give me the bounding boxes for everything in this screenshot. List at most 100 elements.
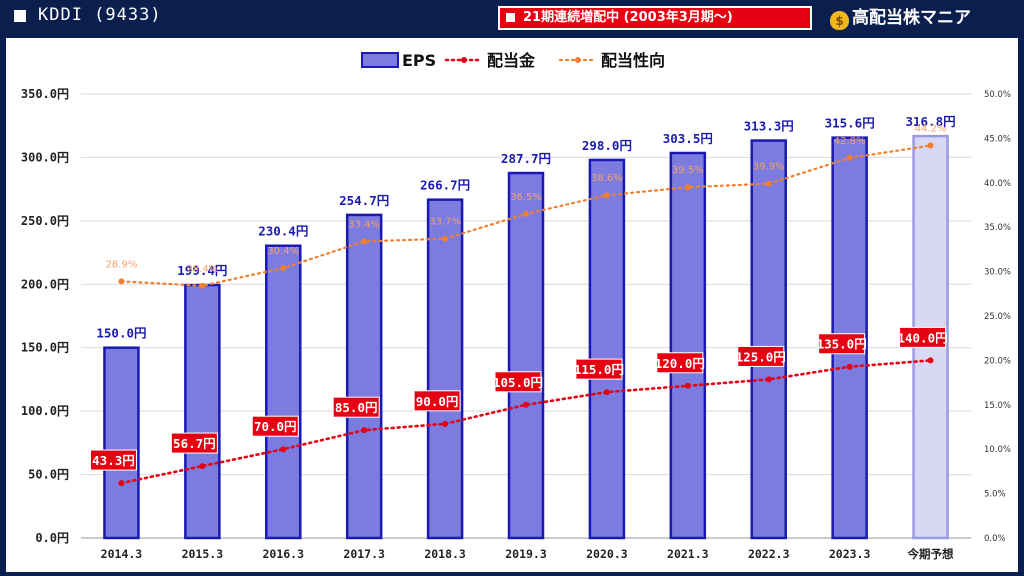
title-square-icon: [14, 10, 26, 22]
dividend-value-label: 90.0円: [416, 394, 459, 409]
dividend-point: [765, 376, 772, 383]
dividend-badge: [251, 415, 299, 437]
dividend-value-label: 43.3円: [92, 453, 135, 468]
payout-ratio-point: [846, 154, 853, 161]
y2-tick-label: 40.0%: [984, 179, 1011, 189]
payout-ratio-label: 33.4%: [348, 219, 380, 230]
dividend-value-label: 125.0円: [736, 349, 786, 364]
dividend-badge: [332, 396, 380, 418]
payout-ratio-label: 42.8%: [834, 136, 866, 147]
eps-bar: [507, 171, 545, 540]
y2-tick-label: 25.0%: [984, 312, 1011, 322]
eps-bar: [345, 213, 383, 540]
y2-tick-label: 10.0%: [984, 445, 1011, 455]
dividend-value-label: 115.0円: [574, 362, 624, 377]
dividend-badge: [170, 432, 218, 454]
dividend-point: [199, 463, 206, 470]
y-tick-label: 350.0円: [21, 87, 69, 101]
y2-tick-label: 30.0%: [984, 268, 1011, 278]
dividend-badge: [656, 352, 704, 374]
payout-ratio-label: 44.2%: [915, 124, 947, 135]
dividend-badge: [413, 390, 461, 412]
x-tick-label: 2022.3: [748, 547, 790, 561]
payout-ratio-label: 38.6%: [591, 173, 623, 184]
streak-text: 21期連続増配中 (2003年3月期～): [523, 10, 733, 25]
dividend-badge: [494, 371, 542, 393]
payout-ratio-label: 39.9%: [753, 162, 785, 173]
payout-ratio-label: 30.4%: [267, 246, 299, 257]
eps-value-label: 150.0円: [96, 326, 146, 341]
dividend-point: [927, 357, 934, 364]
payout-ratio-label: 36.5%: [510, 192, 542, 203]
x-tick-label: 今期予想: [907, 547, 954, 561]
dividend-value-label: 135.0円: [817, 337, 867, 352]
brand-name: 高配当株マニア: [852, 8, 971, 28]
dividend-value-label: 140.0円: [897, 330, 947, 345]
dividend-value-label: 120.0円: [655, 356, 705, 371]
payout-ratio-label: 28.9%: [106, 259, 138, 270]
x-tick-label: 2015.3: [182, 547, 224, 561]
legend-eps-swatch: [361, 52, 399, 68]
dividend-value-label: 105.0円: [493, 375, 543, 390]
x-tick-label: 2018.3: [424, 547, 466, 561]
x-tick-label: 2020.3: [586, 547, 628, 561]
money-bag-icon: $: [830, 11, 849, 30]
x-tick-label: 2021.3: [667, 547, 709, 561]
y-tick-label: 300.0円: [21, 150, 69, 164]
chart-panel: 0.0円 50.0円 100.0円 150.0円 200.0円 250.0円 300.0円 3…: [6, 38, 1018, 572]
dividend-point: [684, 382, 691, 389]
payout-ratio-point: [684, 184, 691, 191]
dividend-value-label: 56.7円: [173, 436, 216, 451]
y2-tick-label: 50.0%: [984, 90, 1011, 100]
payout-ratio-label: 33.7%: [429, 217, 461, 228]
eps-value-label: 316.8円: [905, 114, 955, 129]
y-tick-label: 200.0円: [21, 277, 69, 291]
eps-value-label: 315.6円: [825, 116, 875, 131]
dividend-badge: [737, 345, 785, 367]
eps-value-label: 313.3円: [744, 119, 794, 134]
y2-tick-label: 15.0%: [984, 401, 1011, 411]
chart-title: KDDI (9433): [38, 5, 162, 25]
y-tick-label: 250.0円: [21, 214, 69, 228]
y-tick-label: 0.0円: [35, 531, 69, 545]
y2-tick-label: 45.0%: [984, 134, 1011, 144]
header-bar: KDDI (9433) 21期連続増配中 (2003年3月期～) $ 高配当株マニ…: [0, 0, 1024, 36]
legend-payout-label: 配当性向: [601, 51, 665, 70]
y2-tick-label: 5.0%: [984, 490, 1006, 500]
eps-value-label: 303.5円: [663, 131, 713, 146]
dividend-point: [280, 446, 287, 453]
y-tick-label: 150.0円: [21, 341, 69, 355]
eps-value-label: 230.4円: [258, 224, 308, 239]
payout-ratio-point: [523, 210, 529, 217]
eps-bar: [750, 139, 787, 540]
brand-logo: $ 高配当株マニア: [830, 5, 971, 31]
payout-ratio-label: 28.4%: [186, 264, 218, 275]
dividend-badge: [89, 449, 137, 471]
eps-value-label: 266.7円: [420, 178, 470, 193]
x-tick-label: 2016.3: [262, 547, 304, 561]
eps-value-label: 254.7円: [339, 193, 389, 208]
x-tick-label: 2014.3: [101, 547, 143, 561]
payout-ratio-point: [280, 265, 287, 272]
x-tick-label: 2017.3: [343, 547, 385, 561]
dividend-point: [603, 389, 610, 396]
legend-dividend-marker: [461, 57, 467, 63]
eps-bar: [184, 283, 221, 540]
dividend-point: [523, 401, 529, 408]
dividend-badge: [818, 333, 866, 355]
dividend-streak-badge: 21期連続増配中 (2003年3月期～): [498, 6, 812, 30]
dividend-value-label: 70.0円: [254, 419, 297, 434]
combo-chart: 0.0円 50.0円 100.0円 150.0円 200.0円 250.0円 300.0円 3…: [21, 51, 1011, 561]
dividend-value-label: 85.0円: [335, 400, 378, 415]
eps-bar: [265, 244, 302, 540]
payout-ratio-point: [361, 238, 368, 245]
eps-bar: [588, 158, 626, 540]
square-icon: [506, 13, 515, 22]
payout-ratio-label: 39.5%: [672, 165, 704, 176]
dividend-point: [442, 420, 449, 427]
dividend-point: [118, 480, 125, 487]
payout-ratio-point: [927, 142, 934, 149]
eps-value-label: 287.7円: [501, 151, 551, 166]
dividend-point: [361, 427, 368, 434]
y2-tick-label: 35.0%: [984, 223, 1011, 233]
